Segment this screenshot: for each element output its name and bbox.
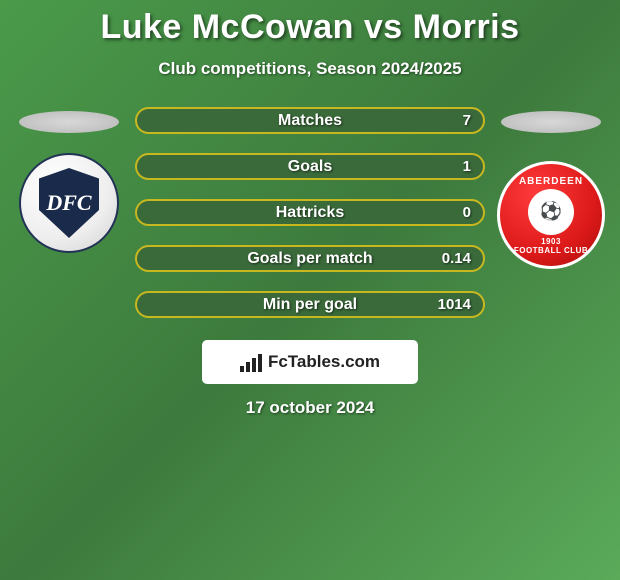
- badge-right-top-text: ABERDEEN: [519, 176, 583, 187]
- stat-bar-matches: Matches 7: [135, 107, 485, 134]
- club-badge-right: ABERDEEN ⚽ 1903 FOOTBALL CLUB: [497, 161, 605, 269]
- stat-bar-min-per-goal: Min per goal 1014: [135, 291, 485, 318]
- stat-label: Goals per match: [247, 250, 372, 268]
- badge-right-center: ⚽: [528, 189, 574, 235]
- stat-label: Goals: [288, 158, 332, 176]
- club-badge-left-shield: DFC: [39, 168, 99, 238]
- main-row: DFC Matches 7 Goals 1 Hattricks 0 Goals …: [0, 107, 620, 318]
- stat-value: 7: [463, 112, 471, 129]
- date-text: 17 october 2024: [0, 398, 620, 418]
- stat-bar-hattricks: Hattricks 0: [135, 199, 485, 226]
- stats-column: Matches 7 Goals 1 Hattricks 0 Goals per …: [135, 107, 485, 318]
- stat-bar-goals-per-match: Goals per match 0.14: [135, 245, 485, 272]
- stat-value: 1014: [438, 296, 471, 313]
- club-badge-left: DFC: [19, 153, 119, 253]
- stat-label: Hattricks: [276, 204, 344, 222]
- stat-label: Min per goal: [263, 296, 357, 314]
- stat-value: 0: [463, 204, 471, 221]
- badge-right-bottom-text: FOOTBALL CLUB: [514, 246, 588, 255]
- badge-right-year: 1903: [541, 237, 561, 246]
- brand-text: FcTables.com: [268, 352, 380, 372]
- stat-bar-goals: Goals 1: [135, 153, 485, 180]
- stat-value: 0.14: [442, 250, 471, 267]
- left-player-column: DFC: [9, 107, 129, 253]
- bar-chart-icon: [240, 352, 262, 372]
- subtitle: Club competitions, Season 2024/2025: [0, 59, 620, 79]
- comparison-card: Luke McCowan vs Morris Club competitions…: [0, 0, 620, 418]
- player-shadow-left: [19, 111, 119, 133]
- player-shadow-right: [501, 111, 601, 133]
- brand-box[interactable]: FcTables.com: [202, 340, 418, 384]
- stat-value: 1: [463, 158, 471, 175]
- page-title: Luke McCowan vs Morris: [0, 8, 620, 47]
- stat-label: Matches: [278, 112, 342, 130]
- right-player-column: ABERDEEN ⚽ 1903 FOOTBALL CLUB: [491, 107, 611, 269]
